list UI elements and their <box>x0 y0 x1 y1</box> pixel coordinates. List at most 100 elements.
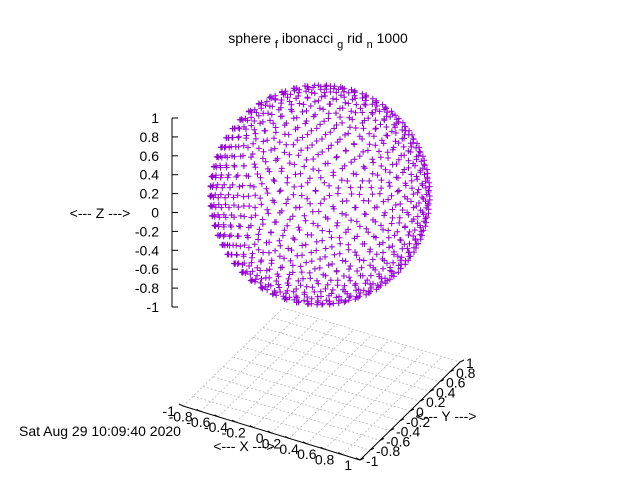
data-point <box>298 183 305 190</box>
data-point <box>319 136 325 142</box>
data-point <box>334 219 341 226</box>
data-point <box>372 126 379 132</box>
data-point <box>391 232 398 239</box>
data-point <box>259 155 266 162</box>
data-point <box>215 201 222 208</box>
title-sub: f <box>275 39 279 51</box>
data-point <box>322 214 329 221</box>
data-point <box>319 149 326 155</box>
data-point <box>321 179 328 186</box>
data-point <box>270 176 277 183</box>
data-point <box>276 188 283 195</box>
data-point <box>303 118 310 124</box>
data-point <box>401 131 408 138</box>
data-point <box>259 216 266 223</box>
data-point <box>255 112 262 119</box>
data-point <box>355 294 361 301</box>
data-point <box>307 103 314 109</box>
data-point <box>236 183 243 190</box>
data-point <box>306 175 313 182</box>
data-point <box>244 117 251 124</box>
data-point <box>422 223 429 230</box>
data-point <box>381 257 388 264</box>
data-point <box>253 109 260 116</box>
grid-line-x <box>235 323 337 423</box>
data-point <box>410 160 417 167</box>
data-point <box>401 152 408 159</box>
data-point <box>277 242 284 249</box>
data-point <box>208 173 215 180</box>
data-point <box>380 198 387 205</box>
data-point <box>392 130 399 136</box>
data-point <box>279 89 285 96</box>
data-point <box>281 149 288 156</box>
data-point <box>350 170 357 177</box>
data-point <box>251 241 258 248</box>
data-point <box>250 183 257 190</box>
data-point <box>382 166 389 173</box>
data-point <box>415 240 421 247</box>
data-point <box>414 189 421 196</box>
data-point <box>377 154 384 161</box>
data-point <box>220 211 227 218</box>
data-point <box>303 88 310 95</box>
data-point <box>222 143 229 150</box>
data-point <box>405 157 412 164</box>
data-point <box>236 223 242 229</box>
data-point <box>425 210 432 217</box>
data-point <box>382 275 388 282</box>
data-point <box>415 152 422 159</box>
data-point <box>337 136 343 143</box>
data-point <box>252 204 259 211</box>
data-point <box>217 191 224 198</box>
title-part: sphere <box>228 30 271 46</box>
data-point <box>421 171 428 178</box>
data-point <box>317 288 324 295</box>
data-point <box>388 220 395 227</box>
data-point <box>287 216 293 223</box>
data-point <box>296 86 303 93</box>
data-point <box>372 218 379 225</box>
data-point <box>331 251 338 258</box>
data-point <box>328 243 335 250</box>
data-point <box>378 185 385 192</box>
data-point <box>370 159 377 166</box>
data-point <box>259 285 266 292</box>
data-point <box>258 180 265 187</box>
data-point <box>252 192 259 199</box>
data-point <box>345 297 352 304</box>
data-point <box>338 177 345 184</box>
data-point <box>402 182 409 189</box>
data-point <box>245 224 252 231</box>
data-point <box>393 174 400 181</box>
data-point <box>296 100 303 107</box>
data-point <box>335 300 342 307</box>
data-point <box>294 137 301 144</box>
data-point <box>360 197 367 204</box>
data-point <box>339 105 346 112</box>
data-point <box>299 252 306 259</box>
data-point <box>399 169 406 176</box>
data-point <box>340 88 347 95</box>
data-point <box>422 184 429 191</box>
data-point <box>384 132 391 139</box>
data-point <box>294 252 301 259</box>
data-point <box>300 275 306 282</box>
data-point <box>285 275 292 282</box>
data-point <box>388 108 395 115</box>
data-point <box>325 110 332 117</box>
data-point <box>399 127 406 133</box>
data-point <box>325 115 332 122</box>
data-point <box>353 293 360 300</box>
data-point <box>315 82 322 89</box>
data-point <box>399 119 406 126</box>
data-point <box>360 287 367 294</box>
data-point <box>337 240 344 247</box>
data-point <box>417 222 423 229</box>
data-point <box>330 205 337 212</box>
z-tick-label: -1 <box>147 299 160 315</box>
data-point <box>259 284 265 291</box>
data-point <box>369 170 376 177</box>
data-point <box>345 100 352 107</box>
data-point <box>382 209 389 216</box>
